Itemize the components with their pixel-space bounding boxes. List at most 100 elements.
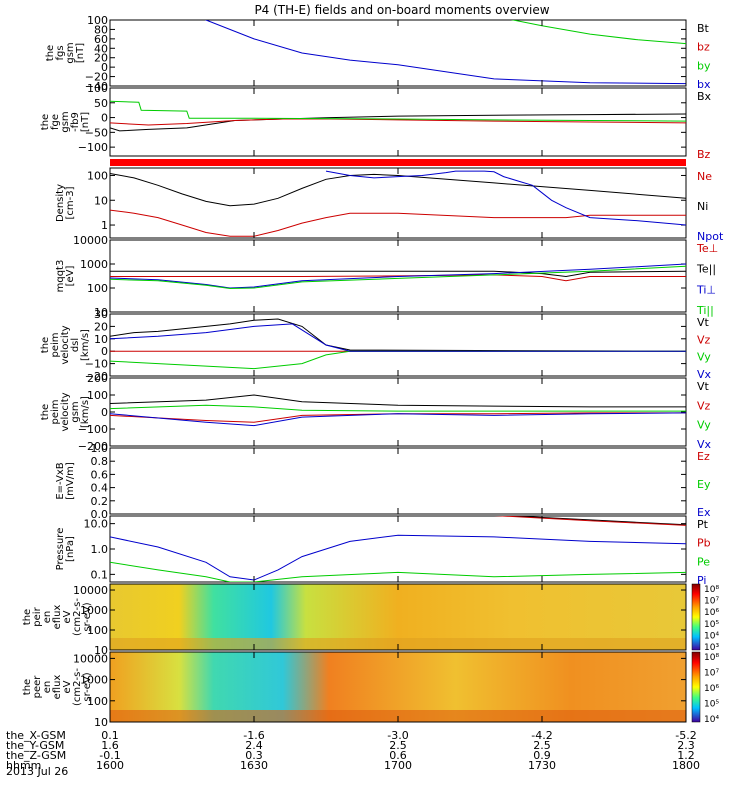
y-tick-label: 0.6 <box>91 468 109 481</box>
legend-entry: bx <box>697 78 711 91</box>
y-axis-label: gsm <box>65 42 76 63</box>
panel-temp: 10000 1000 100 10 mqqt3 [eV] Te⊥ Te|| Ti⊥ Ti|| <box>55 234 718 319</box>
time-axis-value: -5.2 <box>675 729 696 742</box>
legend-entry: Pb <box>697 537 711 550</box>
panel-frame <box>109 377 687 447</box>
y-axis-label: [mV/m] <box>65 462 76 500</box>
y-tick-label: 0.0 <box>91 508 109 521</box>
time-axis-row-label: the_X-GSM <box>6 729 66 742</box>
y-axis-label: [nT] <box>80 112 91 132</box>
time-axis-value: -1.6 <box>243 729 264 742</box>
y-tick-label: 10 <box>94 333 108 346</box>
time-axis-value: 2.5 <box>389 739 407 752</box>
y-tick-label: 10 <box>94 644 108 657</box>
y-tick-label: 1000 <box>80 258 108 271</box>
legend-entry: Pt <box>697 518 709 531</box>
y-axis-label: mqqt3 <box>55 260 66 293</box>
y-tick-label: 10000 <box>73 234 108 247</box>
series-Pt <box>503 516 686 526</box>
series-Pi <box>110 534 686 581</box>
y-tick-label: 10 <box>94 716 108 729</box>
series-Bz <box>110 118 686 126</box>
time-axis-value: 1.2 <box>677 749 695 762</box>
panel-frame <box>109 167 687 239</box>
y-axis-label: Density <box>55 184 66 222</box>
y-tick-label: 0 <box>101 406 108 419</box>
series-Npot <box>325 170 686 226</box>
y-tick-label: 0 <box>101 345 108 358</box>
time-axis-value: 1.6 <box>101 739 119 752</box>
panel-efield: 1.00.80.60.40.20.0 E=-VxB [mV/m] Ez Ey Ex <box>55 442 711 521</box>
time-axis-value: 2.3 <box>677 739 695 752</box>
time-axis: the_X-GSMthe_Y-GSMthe_Z-GSMhhmm0.11.6-0.… <box>6 20 700 772</box>
y-tick-label: −20 <box>85 71 108 84</box>
series-Ni <box>110 173 686 207</box>
y-axis-label: [km/s] <box>80 329 91 361</box>
colorbar-label: 10⁷ <box>704 597 719 607</box>
y-axis-label: the <box>22 679 33 695</box>
legend-entry: Te|| <box>696 263 716 276</box>
y-tick-label: 10.0 <box>84 518 109 531</box>
y-tick-label: 100 <box>87 169 108 182</box>
y-tick-label: 100 <box>87 82 108 95</box>
series-group <box>110 318 686 370</box>
colorbar-label: 10⁸ <box>704 585 719 595</box>
time-axis-value: 0.9 <box>533 749 551 762</box>
colorbar-label: 10⁵ <box>704 620 719 630</box>
y-tick-label: 10 <box>94 306 108 319</box>
y-axis-label: eflux <box>52 605 63 630</box>
time-axis-row-label: the_Y-GSM <box>6 739 64 752</box>
series-Vz <box>110 412 686 423</box>
y-tick-label: 0.1 <box>91 568 109 581</box>
time-axis-row-label: the_Z-GSM <box>6 749 66 762</box>
legend-entry: Vz <box>697 399 711 412</box>
plot-title: P4 (TH-E) fields and on-board moments ov… <box>254 3 549 17</box>
y-axis-label: the <box>40 337 51 353</box>
y-tick-label: 1.0 <box>91 543 109 556</box>
legend-entry: Ti|| <box>696 304 714 317</box>
panel-peer_spec: 10⁸ 10⁷ 10⁶ 10⁵ 10⁴ 10000 1000 100 10 the peer en ef… <box>22 651 719 729</box>
legend-entry: Vx <box>697 438 712 451</box>
y-tick-label: 1000 <box>80 674 108 687</box>
series-Vy <box>110 350 686 370</box>
series-Vx <box>110 323 686 352</box>
legend-entry: Pe <box>697 555 710 568</box>
y-axis-label: E=-VxB <box>55 462 66 499</box>
time-axis-value: -0.1 <box>99 749 120 762</box>
y-tick-label: −10 <box>85 358 108 371</box>
series-Ne <box>110 209 686 237</box>
y-tick-label: −200 <box>78 440 108 453</box>
y-axis-label: eV <box>62 610 73 623</box>
series-Vt <box>110 318 686 352</box>
y-tick-label: 200 <box>87 372 108 385</box>
legend-entry: Vt <box>697 316 710 329</box>
time-axis-value: 1800 <box>672 759 700 772</box>
y-axis-label: peim <box>50 332 61 357</box>
legend-entry: Ex <box>697 506 711 519</box>
y-axis-label: (cm2-s- <box>72 668 83 706</box>
series-Te⊥ <box>110 274 686 282</box>
legend-entry: Ez <box>697 450 710 463</box>
y-axis-label: Pressure <box>55 528 66 571</box>
series-Te|| <box>110 270 686 278</box>
time-axis-value: 1630 <box>240 759 268 772</box>
time-axis-value: 0.6 <box>389 749 407 762</box>
legend-entry: Vt <box>697 380 710 393</box>
y-axis-label: (cm2-s- <box>72 598 83 636</box>
series-group <box>110 516 686 582</box>
y-tick-label: 40 <box>94 42 108 55</box>
colorbar-peer_spec <box>691 651 701 723</box>
y-axis-label: [nPa] <box>65 536 76 562</box>
y-axis-label: eflux <box>52 675 63 700</box>
y-tick-label: 10000 <box>73 584 108 597</box>
y-tick-label: 0.8 <box>91 455 109 468</box>
colorbar-label: 10⁴ <box>704 631 719 641</box>
colorbar-label: 10⁸ <box>704 653 719 663</box>
y-tick-label: 100 <box>87 389 108 402</box>
y-axis-label: velocity <box>60 325 71 364</box>
time-axis-value: 0.1 <box>101 729 119 742</box>
